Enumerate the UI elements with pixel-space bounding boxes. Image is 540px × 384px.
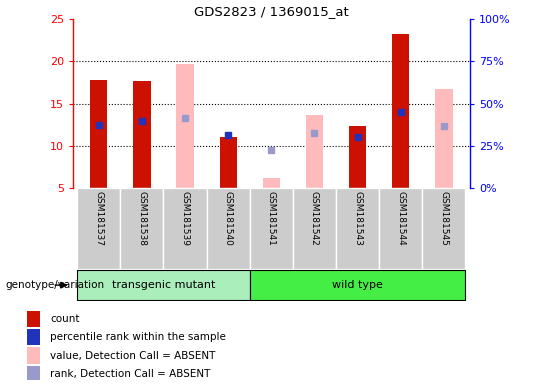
Bar <box>26 311 39 327</box>
Title: GDS2823 / 1369015_at: GDS2823 / 1369015_at <box>194 5 349 18</box>
Text: GSM181540: GSM181540 <box>224 190 233 245</box>
Text: GSM181538: GSM181538 <box>137 190 146 246</box>
Text: transgenic mutant: transgenic mutant <box>112 280 215 290</box>
Bar <box>26 329 39 346</box>
Text: GSM181539: GSM181539 <box>180 190 190 246</box>
Bar <box>293 188 336 269</box>
Text: GSM181542: GSM181542 <box>310 190 319 245</box>
Text: value, Detection Call = ABSENT: value, Detection Call = ABSENT <box>50 351 215 361</box>
Text: percentile rank within the sample: percentile rank within the sample <box>50 332 226 342</box>
Text: wild type: wild type <box>332 280 383 290</box>
Bar <box>263 178 280 188</box>
Bar <box>349 126 366 188</box>
Text: rank, Detection Call = ABSENT: rank, Detection Call = ABSENT <box>50 369 210 379</box>
Bar <box>250 188 293 269</box>
Bar <box>379 188 422 269</box>
Bar <box>392 33 409 188</box>
Bar <box>164 188 207 269</box>
Bar <box>336 188 379 269</box>
Bar <box>207 188 250 269</box>
Text: GSM181544: GSM181544 <box>396 190 406 245</box>
Bar <box>77 188 120 269</box>
Text: count: count <box>50 314 79 324</box>
Bar <box>306 115 323 188</box>
Bar <box>90 80 107 188</box>
Bar <box>177 64 194 188</box>
Text: GSM181541: GSM181541 <box>267 190 276 245</box>
Text: GSM181537: GSM181537 <box>94 190 103 246</box>
Bar <box>435 89 453 188</box>
Text: GSM181543: GSM181543 <box>353 190 362 245</box>
Bar <box>422 188 465 269</box>
Bar <box>26 366 39 382</box>
Bar <box>220 137 237 188</box>
Text: GSM181545: GSM181545 <box>440 190 448 245</box>
Bar <box>120 188 164 269</box>
Bar <box>77 270 250 300</box>
Bar <box>26 348 39 364</box>
Bar <box>133 81 151 188</box>
Bar <box>250 270 465 300</box>
Text: genotype/variation: genotype/variation <box>5 280 105 290</box>
